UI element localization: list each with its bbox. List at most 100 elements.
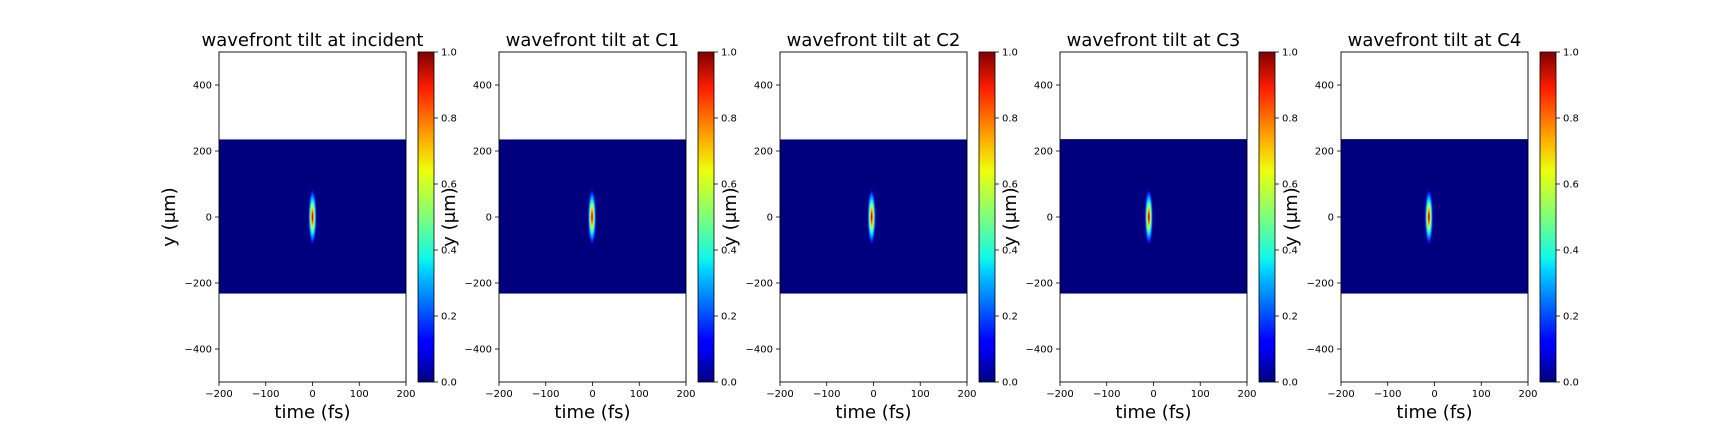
x-axis-label: time (fs)	[554, 402, 630, 423]
y-tick-label: 0	[486, 213, 492, 224]
colorbar-tick-label: 0.6	[1002, 180, 1018, 191]
x-tick-label: 100	[911, 389, 930, 400]
x-tick-label: −100	[1093, 389, 1120, 400]
colorbar-tick-label: 1.0	[1002, 48, 1018, 59]
y-tick-label: −400	[465, 345, 492, 356]
y-axis-label: y (μm)	[439, 187, 460, 246]
x-tick-label: −200	[766, 389, 793, 400]
y-tick-label: −200	[185, 279, 212, 290]
panel-5: −200 −100 0 100 200 −400 −200 0 200 400 wavefront …	[1281, 30, 1579, 423]
colorbar-tick-label: 0.2	[1002, 312, 1018, 323]
x-tick-label: 200	[1237, 389, 1256, 400]
x-tick-label: 100	[350, 389, 369, 400]
y-tick-label: −200	[465, 279, 492, 290]
y-tick-label: −200	[746, 279, 773, 290]
y-tick-label: 200	[754, 147, 773, 158]
colorbar-tick-label: 0.2	[441, 312, 457, 323]
colorbar-frame	[1258, 51, 1276, 383]
heatmap-field	[1341, 139, 1528, 294]
y-tick-label: −400	[746, 345, 773, 356]
x-tick-label: −200	[1327, 389, 1354, 400]
panel-title: wavefront tilt at C4	[1348, 30, 1522, 51]
panel-title: wavefront tilt at C2	[787, 30, 961, 51]
colorbar-tick-label: 0.4	[1563, 246, 1579, 257]
panel-3: −200 −100 0 100 200 −400 −200 0 200 400 wavefront …	[720, 30, 1018, 423]
colorbar	[1259, 52, 1275, 382]
y-tick-label: 0	[767, 213, 773, 224]
x-tick-label: 100	[1191, 389, 1210, 400]
colorbar	[979, 52, 995, 382]
colorbar-tick-label: 0.2	[721, 312, 737, 323]
colorbar-tick-label: 0.0	[721, 378, 737, 389]
panel-1: −200 −100 0 100 200 −400 −200 0 200 400 wavefront …	[159, 30, 457, 423]
y-tick-label: −200	[1026, 279, 1053, 290]
colorbar-tick-label: 0.6	[1282, 180, 1298, 191]
y-tick-label: 200	[473, 147, 492, 158]
pulse-peak	[867, 187, 877, 247]
colorbar-tick-label: 0.0	[1282, 378, 1298, 389]
colorbar-frame	[1539, 51, 1557, 383]
colorbar-tick-label: 1.0	[1563, 48, 1579, 59]
x-tick-label: −100	[252, 389, 279, 400]
y-tick-label: 400	[193, 81, 212, 92]
colorbar-tick-label: 0.4	[1002, 246, 1018, 257]
colorbar-tick-label: 0.6	[1563, 180, 1579, 191]
heatmap-field	[1060, 139, 1247, 294]
colorbar-tick-label: 0.6	[441, 180, 457, 191]
colorbar-tick-label: 1.0	[1282, 48, 1298, 59]
x-tick-label: −200	[485, 389, 512, 400]
colorbar-tick-label: 0.8	[441, 114, 457, 125]
x-tick-label: −100	[813, 389, 840, 400]
panel-2: −200 −100 0 100 200 −400 −200 0 200 400 wavefront …	[439, 30, 737, 423]
x-axis-label: time (fs)	[835, 402, 911, 423]
x-tick-label: −100	[532, 389, 559, 400]
pulse-peak	[1144, 187, 1154, 247]
x-tick-label: −200	[205, 389, 232, 400]
x-tick-label: 0	[1150, 389, 1156, 400]
x-tick-label: −200	[1046, 389, 1073, 400]
colorbar-frame	[978, 51, 996, 383]
x-tick-label: 200	[1518, 389, 1537, 400]
pulse-peak	[308, 187, 317, 247]
colorbar-frame	[417, 51, 435, 383]
y-tick-label: 200	[1034, 147, 1053, 158]
y-tick-label: 0	[1047, 213, 1053, 224]
colorbar-tick-label: 0.0	[1563, 378, 1579, 389]
y-tick-label: 400	[1315, 81, 1334, 92]
x-tick-label: 0	[870, 389, 876, 400]
x-tick-label: 0	[309, 389, 315, 400]
y-tick-label: −400	[1307, 345, 1334, 356]
x-tick-label: 200	[396, 389, 415, 400]
y-tick-label: 400	[473, 81, 492, 92]
x-tick-label: 100	[630, 389, 649, 400]
colorbar	[1540, 52, 1556, 382]
colorbar-tick-label: 0.4	[721, 246, 737, 257]
x-tick-label: −100	[1374, 389, 1401, 400]
y-tick-label: 200	[193, 147, 212, 158]
panel-title: wavefront tilt at C3	[1067, 30, 1241, 51]
colorbar-tick-label: 0.2	[1282, 312, 1298, 323]
x-tick-label: 200	[957, 389, 976, 400]
y-tick-label: −200	[1307, 279, 1334, 290]
panel-title: wavefront tilt at incident	[202, 30, 424, 51]
y-axis-label: y (μm)	[159, 187, 180, 246]
colorbar	[698, 52, 714, 382]
pulse-peak	[587, 187, 597, 247]
y-tick-label: 400	[1034, 81, 1053, 92]
x-axis-label: time (fs)	[274, 402, 350, 423]
y-axis-label: y (μm)	[720, 187, 741, 246]
colorbar-frame	[697, 51, 715, 383]
colorbar-tick-label: 0.2	[1563, 312, 1579, 323]
colorbar-tick-label: 0.8	[1563, 114, 1579, 125]
colorbar-tick-label: 0.8	[721, 114, 737, 125]
panel-title: wavefront tilt at C1	[506, 30, 680, 51]
colorbar-tick-label: 0.0	[1002, 378, 1018, 389]
x-tick-label: 100	[1472, 389, 1491, 400]
x-axis-label: time (fs)	[1115, 402, 1191, 423]
y-tick-label: 0	[1328, 213, 1334, 224]
x-tick-label: 200	[676, 389, 695, 400]
colorbar-tick-label: 1.0	[721, 48, 737, 59]
panel-4: −200 −100 0 100 200 −400 −200 0 200 400 wavefront …	[1000, 30, 1298, 423]
colorbar-tick-label: 0.0	[441, 378, 457, 389]
